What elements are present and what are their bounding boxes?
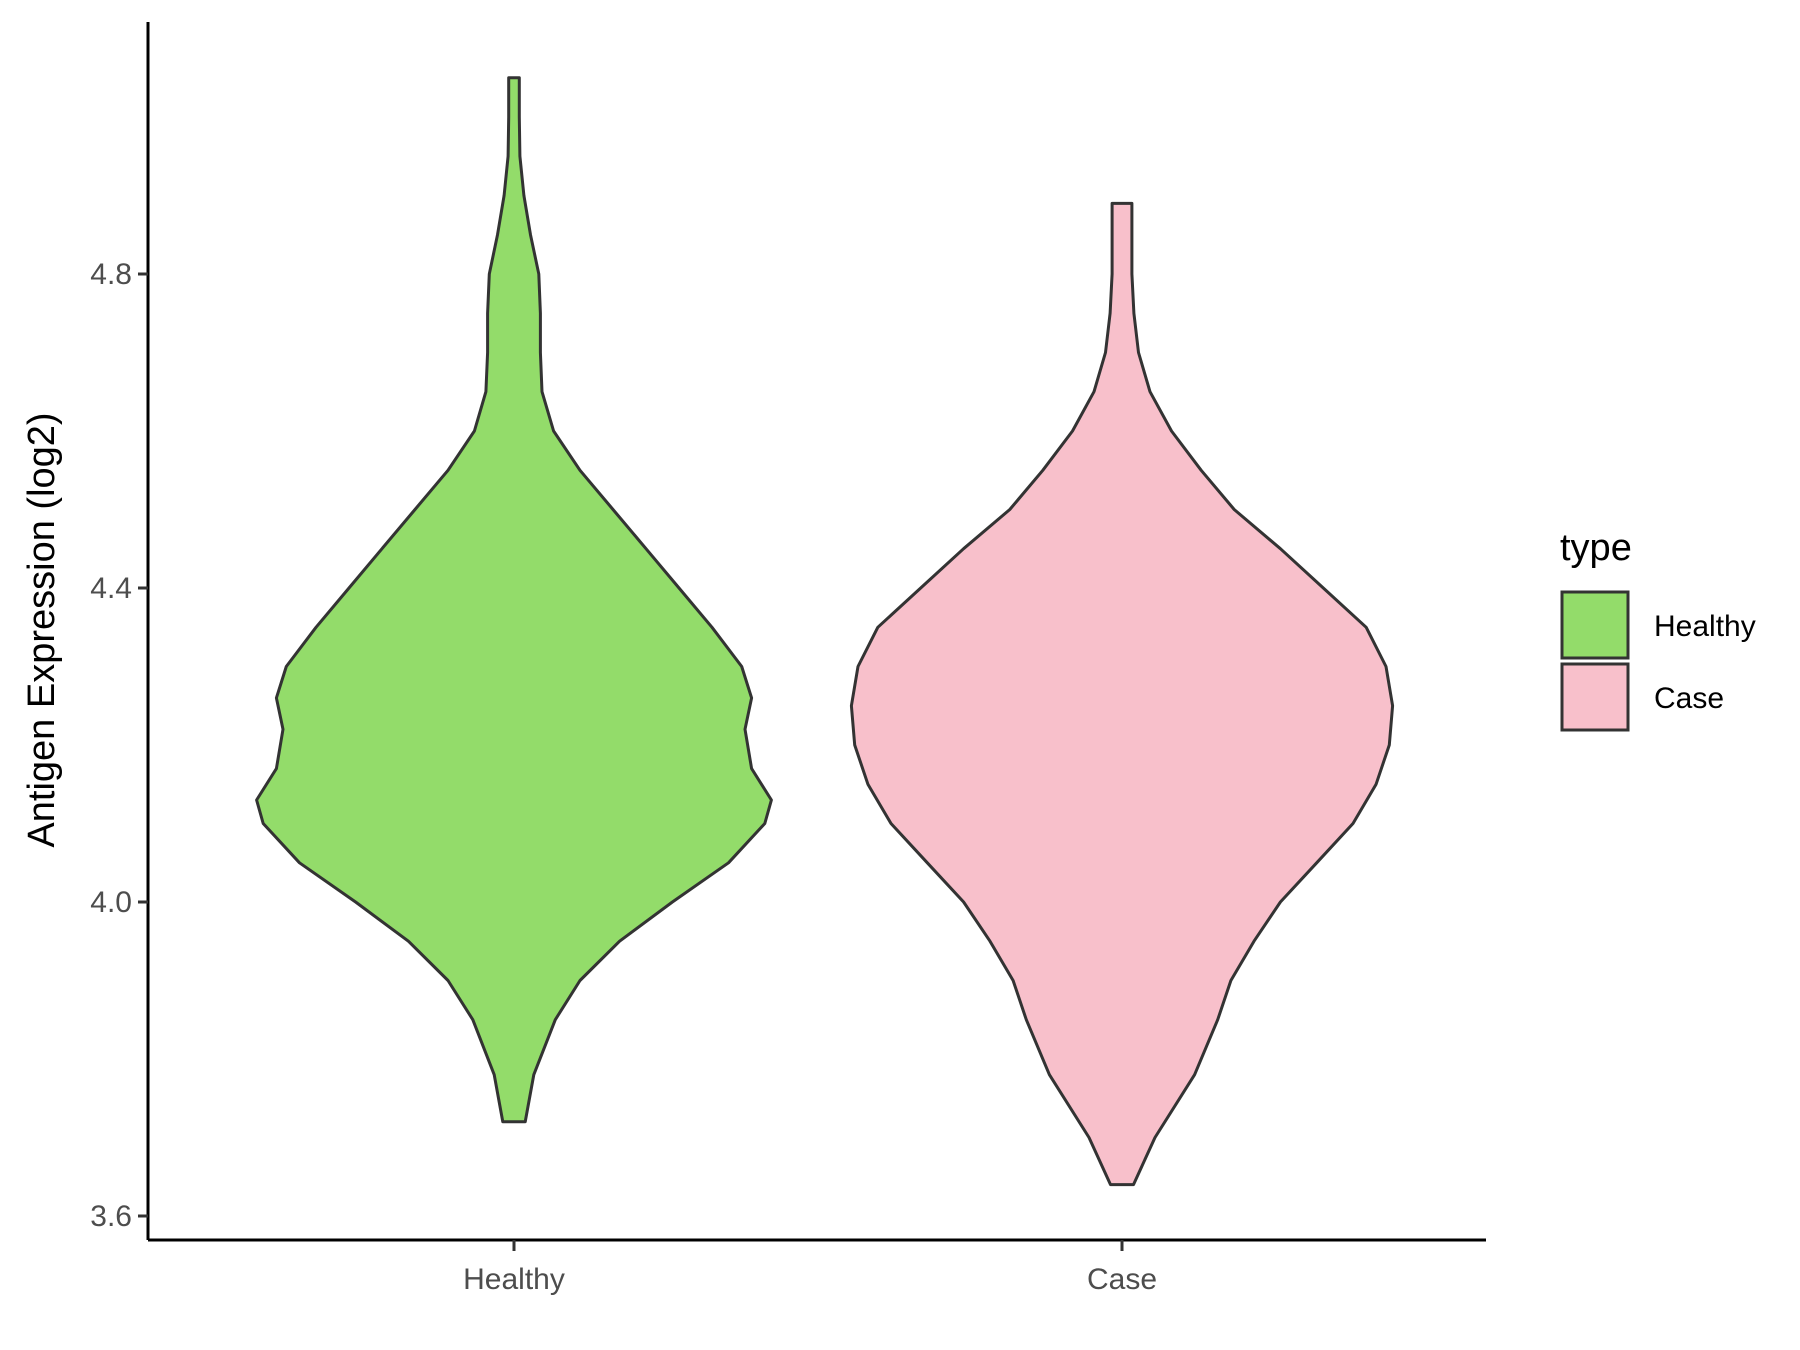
y-axis-title: Antigen Expression (log2) bbox=[21, 412, 63, 847]
violin-layer bbox=[255, 76, 1395, 1187]
legend-swatch-healthy bbox=[1560, 590, 1630, 660]
legend-label-healthy: Healthy bbox=[1654, 610, 1756, 643]
x-axis-ticks: Healthy Case bbox=[463, 1240, 1157, 1296]
violin-healthy bbox=[255, 76, 773, 1124]
legend-swatch-case bbox=[1560, 662, 1630, 732]
y-tick-label: 3.6 bbox=[90, 1200, 132, 1233]
x-tick-label: Case bbox=[1087, 1263, 1157, 1296]
y-tick-label: 4.4 bbox=[90, 572, 132, 605]
legend: type Healthy Case bbox=[1560, 527, 1756, 732]
legend-title: type bbox=[1560, 527, 1632, 569]
y-axis-ticks: 3.6 4.0 4.4 4.8 bbox=[90, 258, 148, 1233]
y-tick-label: 4.0 bbox=[90, 886, 132, 919]
y-tick-label: 4.8 bbox=[90, 258, 132, 291]
legend-label-case: Case bbox=[1654, 682, 1724, 715]
violin-case bbox=[849, 201, 1395, 1187]
x-tick-label: Healthy bbox=[463, 1263, 565, 1296]
